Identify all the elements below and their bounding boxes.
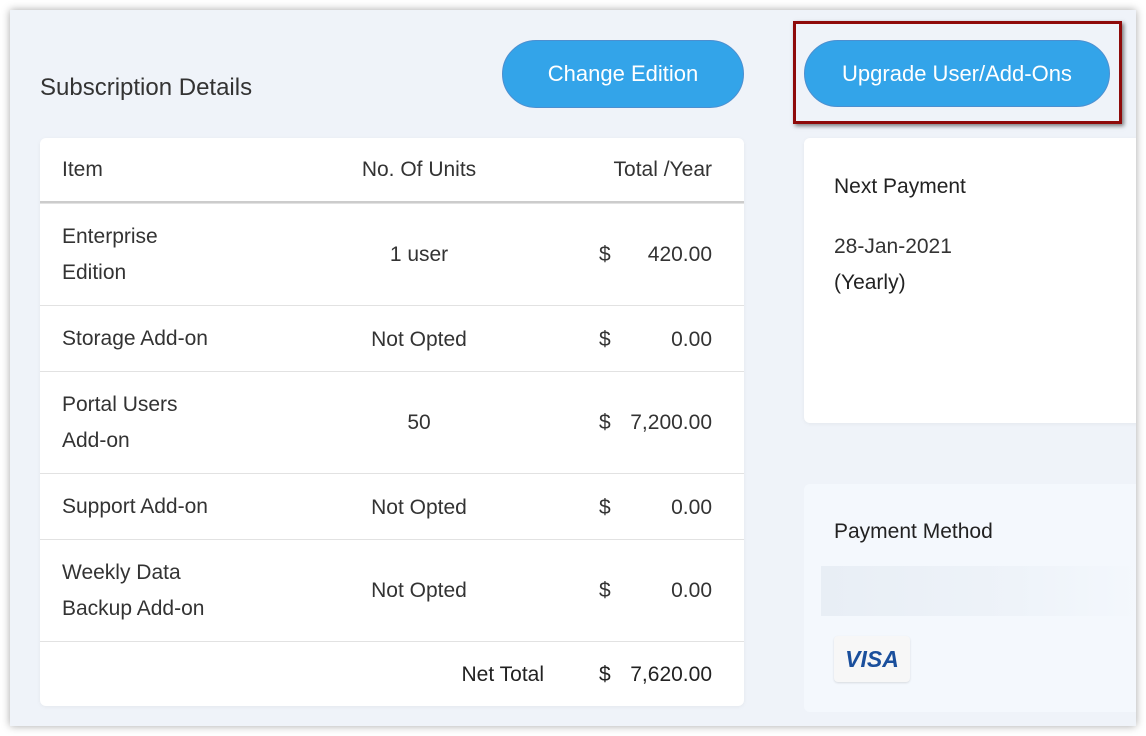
currency: $ xyxy=(599,328,611,351)
table-row: Support Add-on Not Opted $ 0.00 xyxy=(40,473,744,539)
page-title: Subscription Details xyxy=(40,74,253,101)
table-row: Enterprise Edition 1 user $ 420.00 xyxy=(40,203,744,305)
item-name: Weekly Data Backup Add-on xyxy=(62,561,205,620)
table-row: Storage Add-on Not Opted $ 0.00 xyxy=(40,305,744,371)
amount: 0.00 xyxy=(671,579,712,602)
visa-logo-text: VISA xyxy=(845,645,899,672)
currency: $ xyxy=(599,663,611,686)
units: Not Opted xyxy=(371,496,467,519)
table-row: Weekly Data Backup Add-on Not Opted $ 0.… xyxy=(40,539,744,641)
amount: 0.00 xyxy=(671,496,712,519)
next-payment-card: Next Payment 28-Jan-2021 (Yearly) xyxy=(804,138,1136,423)
net-total-value: 7,620.00 xyxy=(630,663,712,686)
currency: $ xyxy=(599,243,611,266)
next-payment-label: Next Payment xyxy=(834,175,966,198)
units: 50 xyxy=(407,411,431,434)
header-item: Item xyxy=(62,158,103,181)
amount: 7,200.00 xyxy=(630,411,712,434)
highlight-box xyxy=(793,21,1122,124)
net-total-label: Net Total xyxy=(461,663,545,686)
redacted-card-details xyxy=(821,566,1136,616)
currency: $ xyxy=(599,496,611,519)
currency: $ xyxy=(599,411,611,434)
header-total: Total /Year xyxy=(613,158,712,181)
table-row: Portal Users Add-on 50 $ 7,200.00 xyxy=(40,371,744,473)
net-total-row: Net Total $ 7,620.00 xyxy=(40,641,744,706)
item-name: Enterprise Edition xyxy=(62,225,158,284)
payment-method-label: Payment Method xyxy=(834,520,993,543)
item-name: Portal Users Add-on xyxy=(62,393,178,452)
units: Not Opted xyxy=(371,579,467,602)
payment-method-card: Payment Method VISA xyxy=(804,484,1136,712)
item-name: Support Add-on xyxy=(62,495,208,518)
table-header: Item No. Of Units Total /Year xyxy=(40,138,744,203)
units: Not Opted xyxy=(371,328,467,351)
visa-card-icon: VISA xyxy=(834,636,910,682)
change-edition-button[interactable]: Change Edition xyxy=(502,40,744,108)
item-name: Storage Add-on xyxy=(62,327,208,350)
header-units: No. Of Units xyxy=(361,158,477,181)
billing-cycle: (Yearly) xyxy=(834,271,906,294)
upgrade-user-addons-button[interactable]: Upgrade User/Add-Ons xyxy=(804,40,1110,107)
amount: 0.00 xyxy=(671,328,712,351)
currency: $ xyxy=(599,579,611,602)
amount: 420.00 xyxy=(647,243,712,266)
subscription-page: Subscription Details Change Edition Upgr… xyxy=(10,10,1136,726)
units: 1 user xyxy=(389,243,449,266)
subscription-table: Item No. Of Units Total /Year Enterprise… xyxy=(40,138,744,706)
next-payment-date: 28-Jan-2021 xyxy=(834,235,952,258)
